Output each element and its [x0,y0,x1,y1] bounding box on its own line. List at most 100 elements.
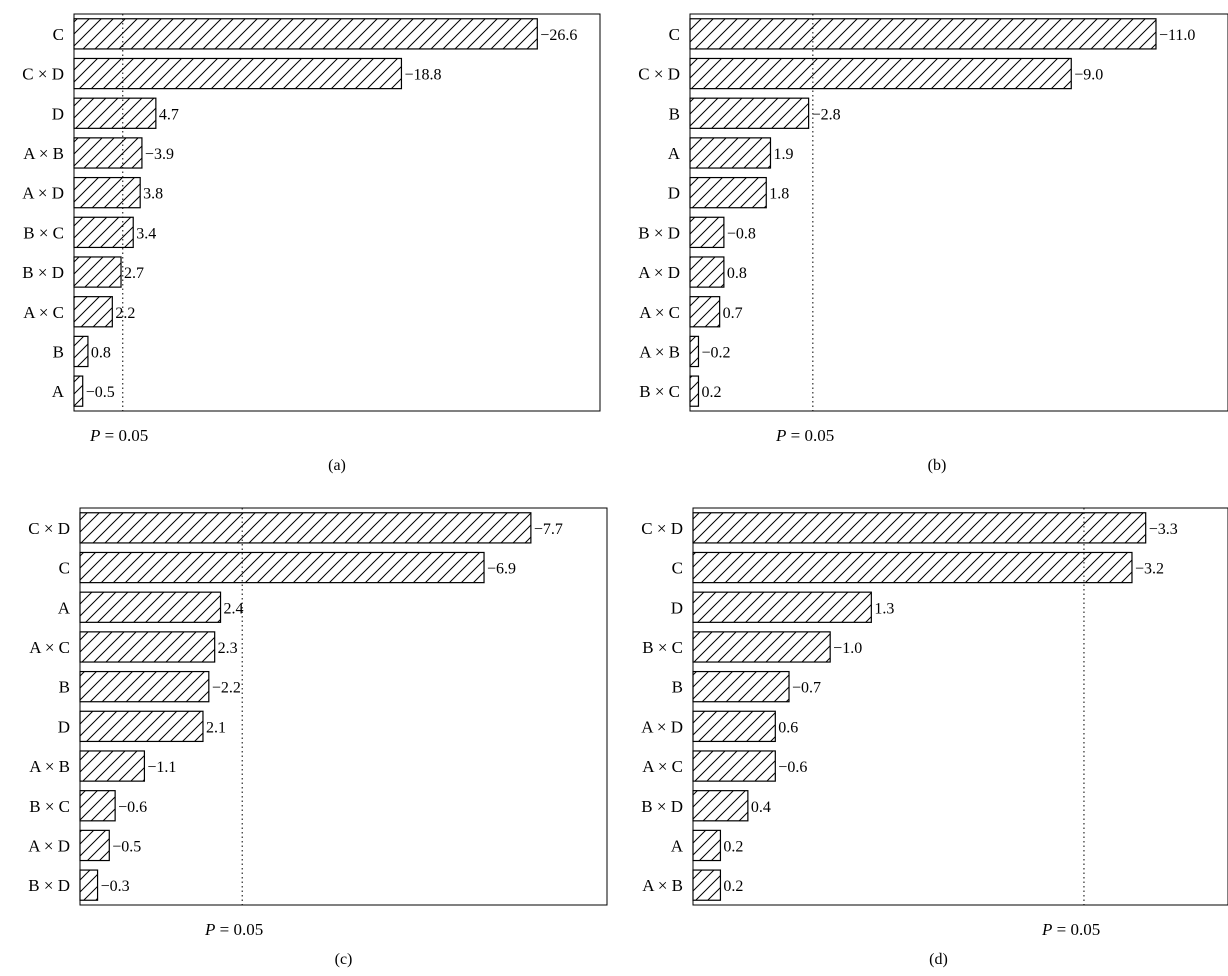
bar-10 [79,869,99,901]
bar-6 [79,710,204,743]
value-label: 3.8 [143,186,163,203]
value-label: −0.6 [118,799,147,816]
value-label: −3.9 [145,146,174,163]
chart-panel-2: C −11.0 C × D −9.0 B −2.8 A 1.9 D 1.8 B × D −0.8 A ×… [638,13,1228,474]
category-label: A × C [29,638,70,657]
value-label: −11.0 [1159,27,1195,44]
significance-label: P = 0.05 [204,920,263,939]
value-label: −2.8 [812,106,841,123]
chart-panel-4: C × D −3.3 C −3.2 D 1.3 B × C −1.0 B −0.7 A × D 0.6… [641,507,1228,968]
value-label: 1.3 [874,600,894,617]
bar-1 [689,18,1157,50]
value-label: −0.8 [727,225,756,242]
plot-frame [73,13,601,412]
value-label: 3.4 [136,225,156,242]
category-label: B × C [642,638,683,657]
bar-8 [689,296,721,328]
category-label: A × B [29,757,70,776]
value-label: 0.8 [91,344,111,361]
bar-3 [689,97,810,129]
category-label: B × D [28,876,70,895]
category-label: A × D [641,717,683,736]
bar-4 [73,137,143,169]
category-label: A [668,144,681,163]
significance-label: P = 0.05 [1041,920,1100,939]
value-label: −0.3 [101,878,130,895]
value-label: 2.4 [224,600,244,617]
category-label: B × C [639,382,680,401]
value-label: −9.0 [1074,67,1103,84]
chart-panel-1: C −26.6 C × D −18.8 D 4.7 A × B −3.9 A × D 3.8 B ×… [22,13,601,474]
bar-7 [79,750,146,782]
value-label: 0.2 [723,878,743,895]
bar-6 [73,216,134,249]
bar-2 [73,57,403,90]
category-label: D [52,104,64,123]
value-label: 2.2 [115,305,135,322]
bar-3 [73,97,157,129]
panel-label: (a) [328,457,346,474]
significance-label: P = 0.05 [775,426,834,445]
bar-4 [689,137,772,169]
category-label: A [58,598,71,617]
bar-10 [692,869,722,901]
category-label: C [59,559,70,578]
value-label: 2.7 [124,265,144,282]
bar-2 [689,57,1072,90]
bar-6 [692,710,776,743]
value-label: −0.5 [112,838,141,855]
bar-9 [73,335,89,368]
panel-label: (d) [929,951,948,968]
value-label: 0.4 [751,799,771,816]
category-label: A × B [23,144,64,163]
bar-9 [79,829,110,862]
significance-label-value: = 0.05 [100,426,148,445]
significance-label-value: = 0.05 [1052,920,1100,939]
value-label: −1.0 [833,640,862,657]
value-label: −0.7 [792,680,821,697]
bar-6 [689,216,725,249]
bar-4 [692,631,831,663]
bar-9 [689,335,700,368]
value-label: −1.1 [147,759,176,776]
value-label: 0.8 [727,265,747,282]
plot-frame [79,507,608,906]
category-label: A × C [639,303,680,322]
value-label: 4.7 [159,106,179,123]
value-label: 0.7 [723,305,743,322]
category-label: A [671,836,684,855]
value-label: −2.2 [212,680,241,697]
category-label: B × C [23,223,64,242]
significance-label-variable: P [89,426,100,445]
value-label: −3.3 [1149,521,1178,538]
chart-panel-3: C × D −7.7 C −6.9 A 2.4 A × C 2.3 B −2.2 D 2.1 A × B… [28,507,608,968]
bar-9 [692,829,722,862]
bar-1 [692,512,1147,544]
value-label: −26.6 [540,27,577,44]
panel-label: (b) [928,457,947,474]
category-label: B [669,104,680,123]
value-label: −0.6 [778,759,807,776]
value-label: 0.2 [701,384,721,401]
value-label: 1.9 [773,146,793,163]
category-label: A × C [642,757,683,776]
value-label: 2.3 [218,640,238,657]
category-label: B [59,678,70,697]
category-label: A × D [22,184,64,203]
bar-1 [79,512,532,544]
value-label: 1.8 [769,186,789,203]
bar-4 [79,631,216,663]
bar-5 [692,670,790,703]
value-label: −6.9 [487,561,516,578]
value-label: −0.5 [86,384,115,401]
bar-7 [692,750,776,782]
significance-label-value: = 0.05 [786,426,834,445]
category-label: C × D [641,519,683,538]
value-label: 0.6 [778,719,798,736]
category-label: B × D [638,223,680,242]
panel-label: (c) [335,951,353,968]
plot-frame [692,507,1228,906]
category-label: B × D [641,797,683,816]
bar-5 [79,670,210,703]
bar-3 [692,591,872,623]
